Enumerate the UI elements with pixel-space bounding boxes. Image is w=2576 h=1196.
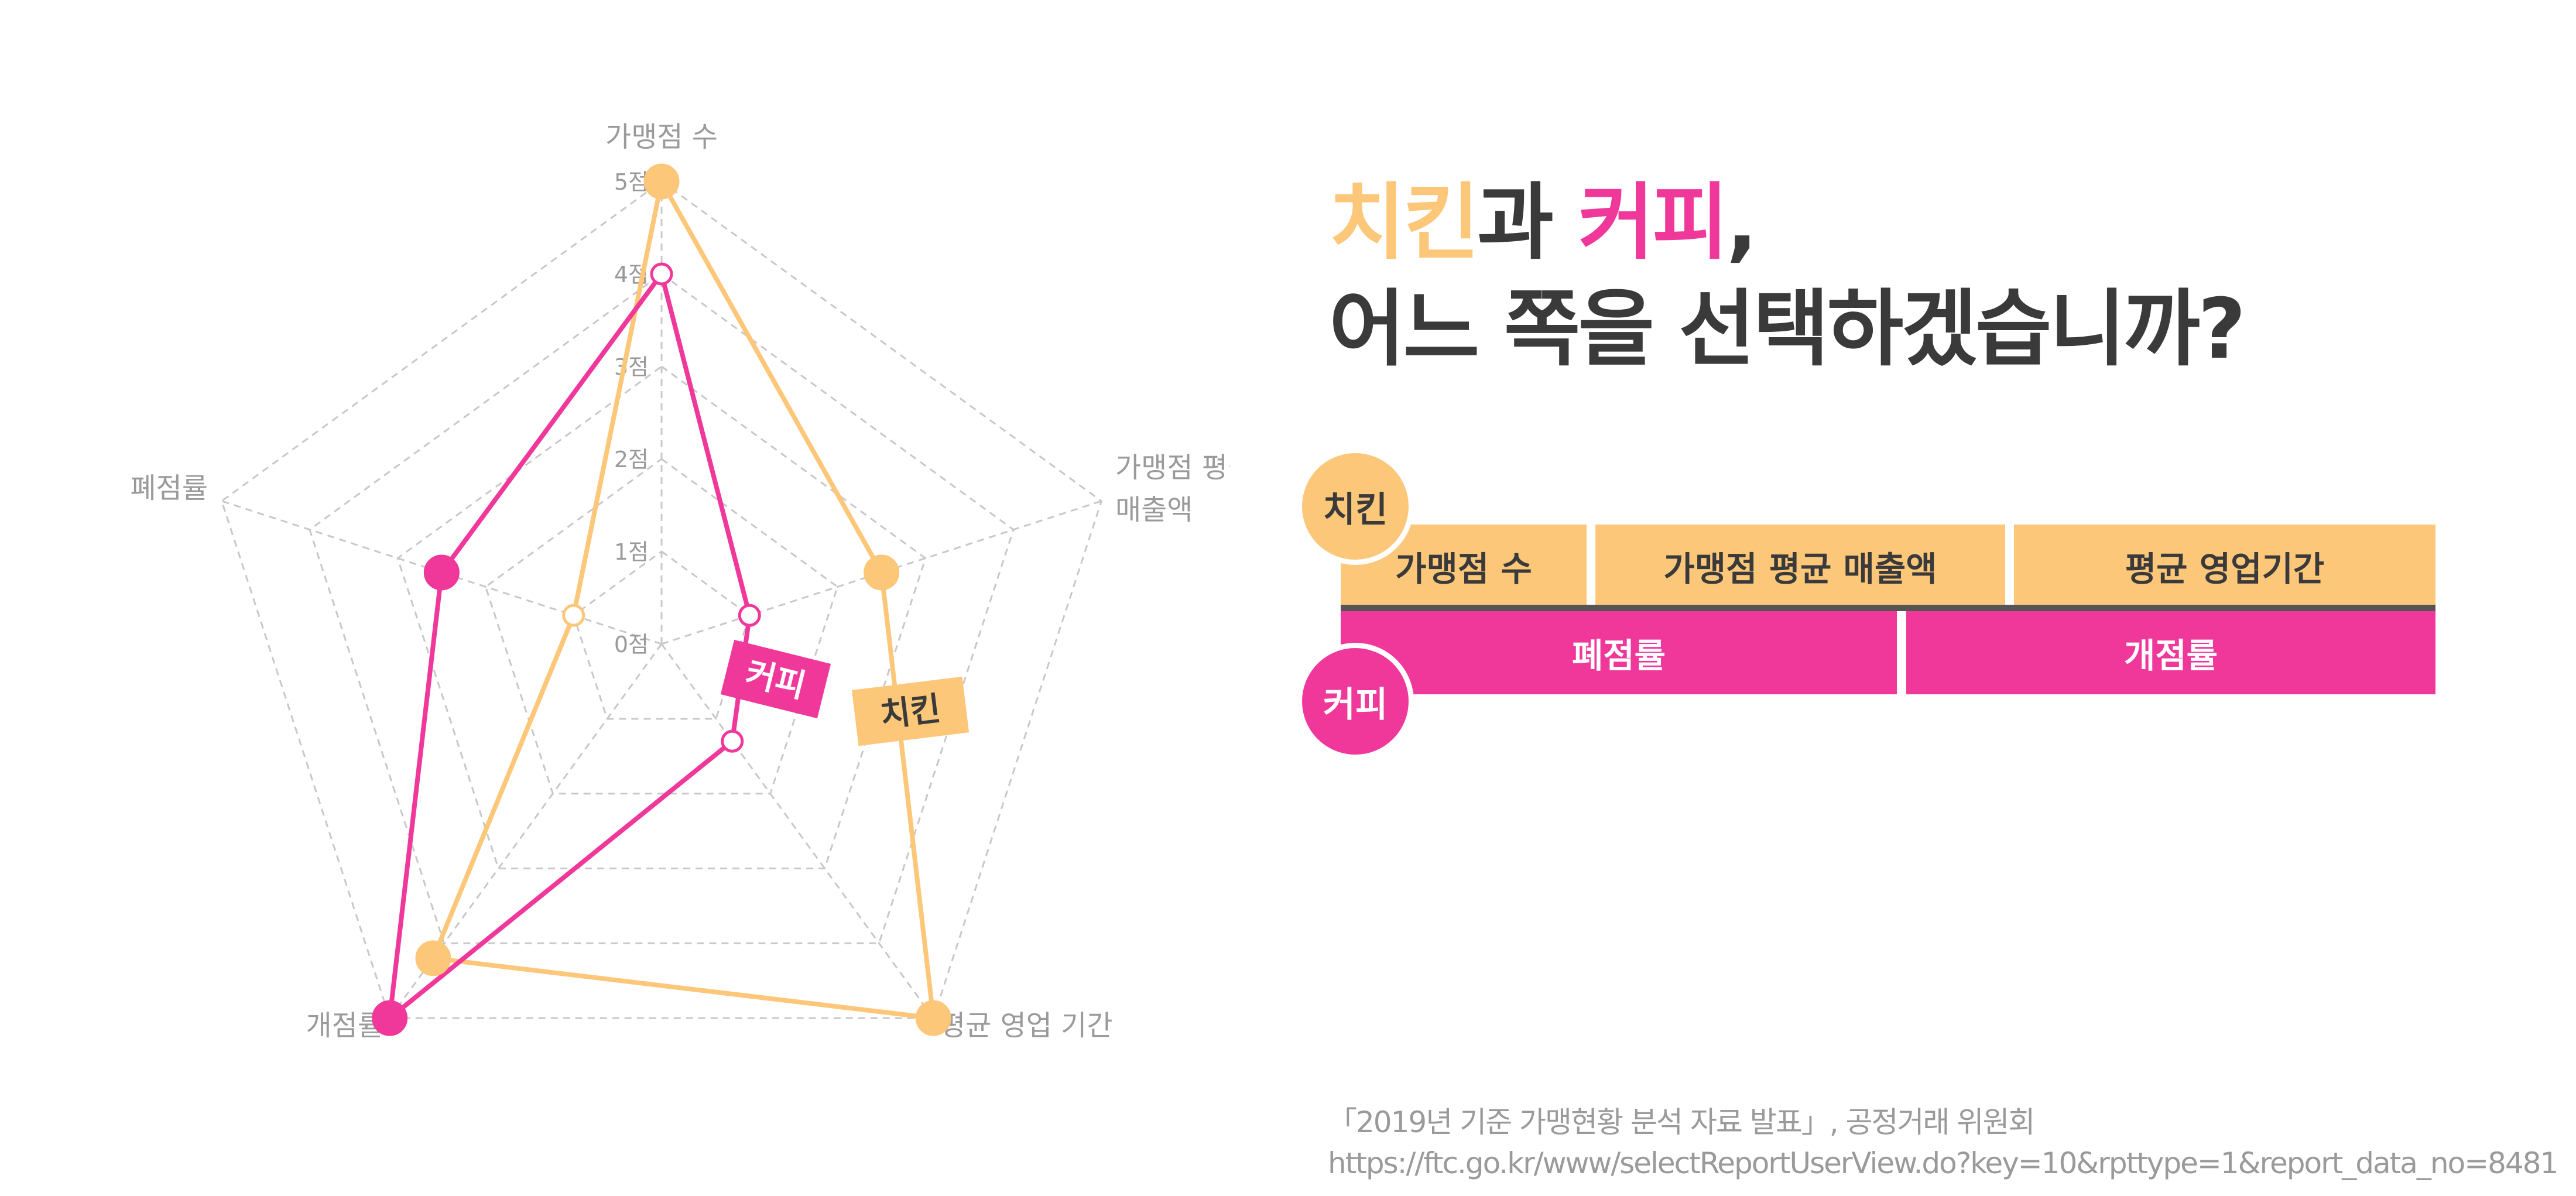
grid-ring-5	[220, 180, 1103, 1019]
series-chicken-tag-label: 치킨	[878, 690, 943, 735]
grid-spoke-2	[661, 500, 1102, 645]
axis-label-1: 가맹점 수	[605, 121, 718, 153]
grid-ring-3	[396, 365, 927, 869]
headline: 치킨과 커피, 어느 쪽을 선택하겠습니까?	[1329, 170, 2246, 383]
headline-and: 과	[1477, 174, 1578, 271]
coffee-badge: 커피	[1297, 643, 1414, 760]
tick-label-1: 1점	[614, 539, 649, 565]
series-coffee-tag: 커피	[720, 639, 831, 719]
grid-ring-4	[309, 273, 1015, 944]
grid-spoke-5	[221, 500, 662, 645]
coffee-item-opening-rate: 개점률	[1906, 611, 2435, 694]
source-note: 「2019년 기준 가맹현황 분석 자료 발표」, 공정거래 위원회 https…	[1328, 1102, 2558, 1184]
chicken-item-avg-sales: 가맹점 평균 매출액	[1595, 525, 2005, 608]
series-coffee-point-3	[721, 729, 744, 753]
series-chicken-point-5	[562, 604, 585, 627]
headline-question: 어느 쪽을 선택하겠습니까?	[1329, 281, 2246, 378]
headline-comma: ,	[1726, 174, 1758, 271]
series-coffee-point-2	[738, 604, 761, 627]
headline-chicken: 치킨	[1329, 174, 1479, 271]
tick-label-5: 5점	[614, 169, 649, 195]
series-chicken-tag-bg	[851, 676, 970, 746]
comparison-divider	[1341, 605, 2435, 611]
tick-label-2: 2점	[614, 447, 649, 472]
axis-label-3: 평균 영업 기간	[940, 1009, 1112, 1042]
series-chicken-point-1	[643, 163, 680, 200]
series-coffee-point-4	[372, 1000, 408, 1036]
series-chicken-line	[430, 179, 936, 1021]
series-chicken-point-4	[415, 940, 451, 976]
headline-coffee: 커피	[1578, 174, 1728, 271]
source-url: https://ftc.go.kr/www/selectReportUserVi…	[1328, 1146, 2558, 1180]
series-coffee-tag-bg	[720, 639, 831, 719]
tick-label-3: 3점	[614, 354, 649, 380]
grid-ring-2	[484, 458, 839, 795]
axis-label-5: 폐점률	[131, 472, 208, 505]
tick-label-0: 0점	[614, 632, 649, 657]
series-chicken-point-2	[864, 554, 900, 591]
series-coffee-point-1	[650, 262, 673, 286]
series-chicken-point-3	[915, 1000, 951, 1036]
chicken-item-avg-period: 평균 영업기간	[2014, 525, 2435, 608]
series-chicken-tag: 치킨	[851, 676, 970, 746]
chicken-badge: 치킨	[1297, 448, 1414, 565]
source-title: 「2019년 기준 가맹현황 분석 자료 발표」, 공정거래 위원회	[1328, 1105, 2035, 1139]
coffee-item-closure-rate: 폐점률	[1341, 611, 1897, 694]
series-coffee-point-5	[423, 554, 460, 591]
series-coffee-line	[387, 272, 752, 1021]
grid-ring-1	[572, 550, 751, 720]
grid-spoke-3	[660, 643, 934, 1019]
axis-label-4: 개점률	[306, 1009, 383, 1042]
